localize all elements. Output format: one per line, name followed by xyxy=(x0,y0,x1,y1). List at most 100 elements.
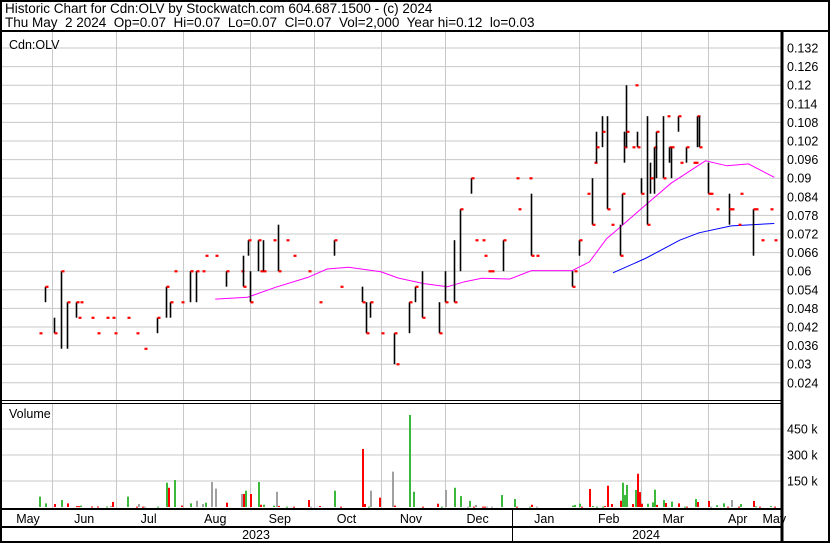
volume-bar xyxy=(531,504,533,507)
price-bar xyxy=(680,161,684,164)
volume-bar xyxy=(181,505,183,507)
volume-bar xyxy=(656,504,658,507)
volume-bar xyxy=(250,494,252,507)
volume-bar xyxy=(647,503,649,507)
volume-tick-label: 450 k xyxy=(787,423,818,437)
volume-bar xyxy=(293,506,295,508)
volume-bar xyxy=(637,473,639,507)
volume-bar xyxy=(473,506,475,508)
close-tick xyxy=(260,270,264,273)
close-tick xyxy=(488,270,492,273)
price-bar xyxy=(273,239,277,242)
volume-bar xyxy=(138,504,140,507)
volume-bar xyxy=(166,482,168,507)
close-tick xyxy=(460,208,464,211)
volume-bar xyxy=(663,500,665,507)
volume-bar xyxy=(258,482,260,507)
chart-header: Historic Chart for Cdn:OLV by Stockwatch… xyxy=(0,0,830,32)
price-bar xyxy=(396,363,400,366)
volume-bar xyxy=(319,505,321,507)
volume-bar xyxy=(491,506,493,508)
volume-bar xyxy=(226,502,228,507)
volume-bar xyxy=(602,506,604,508)
close-tick xyxy=(157,316,161,319)
short-moving-average-line xyxy=(215,160,775,300)
volume-bar xyxy=(514,499,516,507)
price-bar xyxy=(112,316,116,319)
volume-bar xyxy=(611,504,613,507)
price-bar xyxy=(475,239,479,242)
volume-bar xyxy=(753,500,755,507)
price-bar xyxy=(39,332,43,335)
volume-bar xyxy=(286,506,288,508)
price-bar xyxy=(286,239,290,242)
price-bar xyxy=(529,177,533,180)
volume-bar xyxy=(759,506,761,508)
price-bar xyxy=(595,131,600,163)
close-tick xyxy=(181,301,185,304)
price-bar xyxy=(761,239,765,242)
price-bar xyxy=(189,270,194,303)
volume-bar xyxy=(716,505,718,507)
price-bar xyxy=(640,178,645,195)
price-bar xyxy=(136,332,140,335)
volume-bar xyxy=(437,503,439,507)
price-bar xyxy=(127,316,131,319)
price-bar xyxy=(488,270,492,273)
volume-bar xyxy=(501,495,503,507)
price-bar xyxy=(625,85,630,148)
close-tick xyxy=(774,239,778,242)
price-bar xyxy=(260,270,264,273)
volume-bar xyxy=(215,488,217,507)
close-tick xyxy=(587,192,591,195)
close-tick xyxy=(370,301,374,304)
close-tick xyxy=(381,332,385,335)
price-bar xyxy=(770,208,774,211)
price-bar xyxy=(249,271,254,304)
price-bar xyxy=(340,285,344,288)
price-bar xyxy=(774,239,778,242)
month-label: Sep xyxy=(269,512,291,526)
price-bar xyxy=(156,316,161,334)
price-bar xyxy=(695,161,699,164)
price-bar xyxy=(677,115,682,132)
volume-bar xyxy=(211,482,213,507)
volume-bar xyxy=(626,484,628,507)
volume-bar xyxy=(607,485,609,507)
close-tick xyxy=(394,332,398,335)
price-bar xyxy=(44,285,49,303)
close-tick xyxy=(531,254,535,257)
price-bar xyxy=(619,224,624,257)
close-tick xyxy=(602,130,606,133)
close-tick xyxy=(761,239,765,242)
close-tick xyxy=(422,316,426,319)
price-bar xyxy=(731,208,735,211)
month-label: Jun xyxy=(74,512,94,526)
close-tick xyxy=(484,254,488,257)
volume-bar xyxy=(579,503,581,507)
price-bar xyxy=(365,302,370,335)
price-bar xyxy=(594,161,598,164)
close-tick xyxy=(445,301,449,304)
price-tick-label: 0.03 xyxy=(787,358,811,372)
volume-bar xyxy=(684,506,686,508)
volume-bar xyxy=(632,504,634,507)
price-tick-label: 0.066 xyxy=(787,246,818,260)
price-bar xyxy=(740,192,744,195)
price-bar xyxy=(174,270,178,273)
volume-bar xyxy=(278,505,280,507)
price-tick-label: 0.114 xyxy=(787,97,817,111)
price-bar xyxy=(484,254,488,257)
volume-bar xyxy=(482,506,484,508)
close-tick xyxy=(710,192,714,195)
volume-bar xyxy=(695,499,697,507)
close-tick xyxy=(243,285,247,288)
price-bar xyxy=(369,301,374,318)
price-bar xyxy=(491,270,495,273)
close-tick xyxy=(611,223,615,226)
year-label-2023: 2023 xyxy=(242,528,270,542)
month-label: Feb xyxy=(598,512,620,526)
volume-panel-title: Volume xyxy=(9,407,51,421)
chart-frame xyxy=(0,30,830,543)
